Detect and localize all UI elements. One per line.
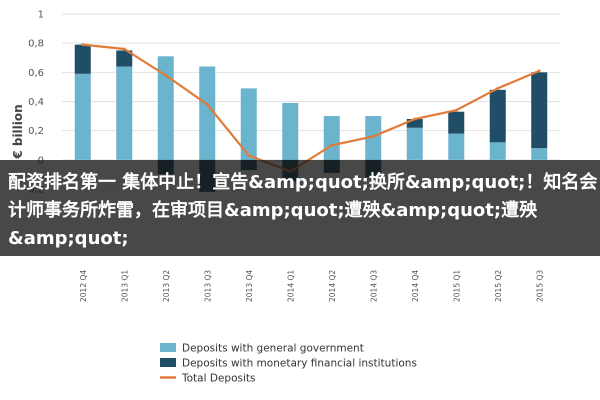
grid-lines	[62, 13, 560, 190]
bar-general-government	[157, 56, 174, 160]
total-deposits-point	[454, 108, 458, 112]
bar-general-government	[406, 127, 423, 160]
y-tick-label: 0,6	[28, 68, 44, 79]
y-tick-label: 0,8	[28, 39, 44, 50]
y-tick-label: 0	[38, 155, 44, 166]
bar-general-government	[489, 142, 506, 160]
bar-general-government	[365, 116, 382, 160]
headline-text: 配资排名第一 集体中止！宣告&amp;quot;换所&amp;quot;！知名会…	[8, 172, 598, 249]
bar-monetary-institutions	[74, 44, 91, 74]
bar-general-government	[74, 73, 91, 160]
bar-monetary-institutions	[531, 72, 548, 149]
x-tick-label: 2012 Q4	[79, 270, 88, 302]
y-axis-label: € billion	[11, 104, 25, 159]
total-deposits-point	[81, 43, 85, 47]
total-deposits-point	[537, 69, 541, 73]
x-tick-label: 2014 Q3	[369, 270, 378, 302]
x-tick-label: 2013 Q4	[245, 270, 254, 302]
y-tick-labels: -0.200,20,40,60,81	[24, 10, 44, 196]
bar-general-government	[199, 66, 216, 160]
bar-general-government	[531, 148, 548, 160]
bar-general-government	[282, 102, 299, 160]
x-tick-label: 2014 Q2	[328, 270, 337, 302]
bar-general-government	[448, 133, 465, 160]
legend-label: Total Deposits	[181, 373, 255, 385]
legend-swatch	[160, 343, 176, 352]
total-deposits-point	[247, 154, 251, 157]
bar-monetary-institutions	[406, 119, 423, 128]
total-line	[81, 43, 541, 173]
total-deposits-point	[413, 117, 417, 121]
x-tick-labels: 2012 Q4 2013 Q1 2013 Q2 2013 Q3 2013 Q4 2014 …	[79, 270, 545, 302]
bar-monetary-institutions	[448, 111, 465, 134]
y-tick-label: 0,4	[28, 97, 44, 108]
total-deposits-point	[205, 103, 209, 106]
x-tick-label: 2014 Q4	[411, 270, 420, 302]
legend-label: Deposits with monetary financial institu…	[182, 358, 417, 370]
x-tick-label: 2015 Q1	[452, 270, 461, 302]
bar-general-government	[323, 116, 340, 160]
x-tick-label: 2015 Q3	[535, 270, 544, 302]
legend-swatch	[160, 358, 176, 367]
total-deposits-line	[82, 43, 540, 173]
x-tick-label: 2013 Q2	[162, 270, 171, 302]
total-deposits-point	[164, 73, 168, 77]
y-tick-label: 0,2	[28, 126, 44, 137]
total-deposits-point	[330, 143, 334, 147]
x-tick-label: 2014 Q1	[286, 270, 295, 302]
bar-general-government	[116, 66, 133, 160]
total-deposits-point	[371, 135, 375, 138]
bar-monetary-institutions	[489, 89, 506, 143]
y-tick-label: 1	[38, 10, 44, 21]
x-tick-label: 2013 Q1	[120, 270, 129, 302]
legend-label: Deposits with general government	[182, 343, 364, 355]
legend: Deposits with general government Deposits…	[160, 343, 417, 385]
total-deposits-point	[122, 47, 126, 51]
bar-general-government	[240, 88, 257, 160]
x-tick-label: 2013 Q3	[203, 270, 212, 302]
bar-monetary-institutions	[116, 50, 133, 67]
x-tick-label: 2015 Q2	[494, 270, 503, 302]
total-deposits-point	[496, 86, 500, 90]
